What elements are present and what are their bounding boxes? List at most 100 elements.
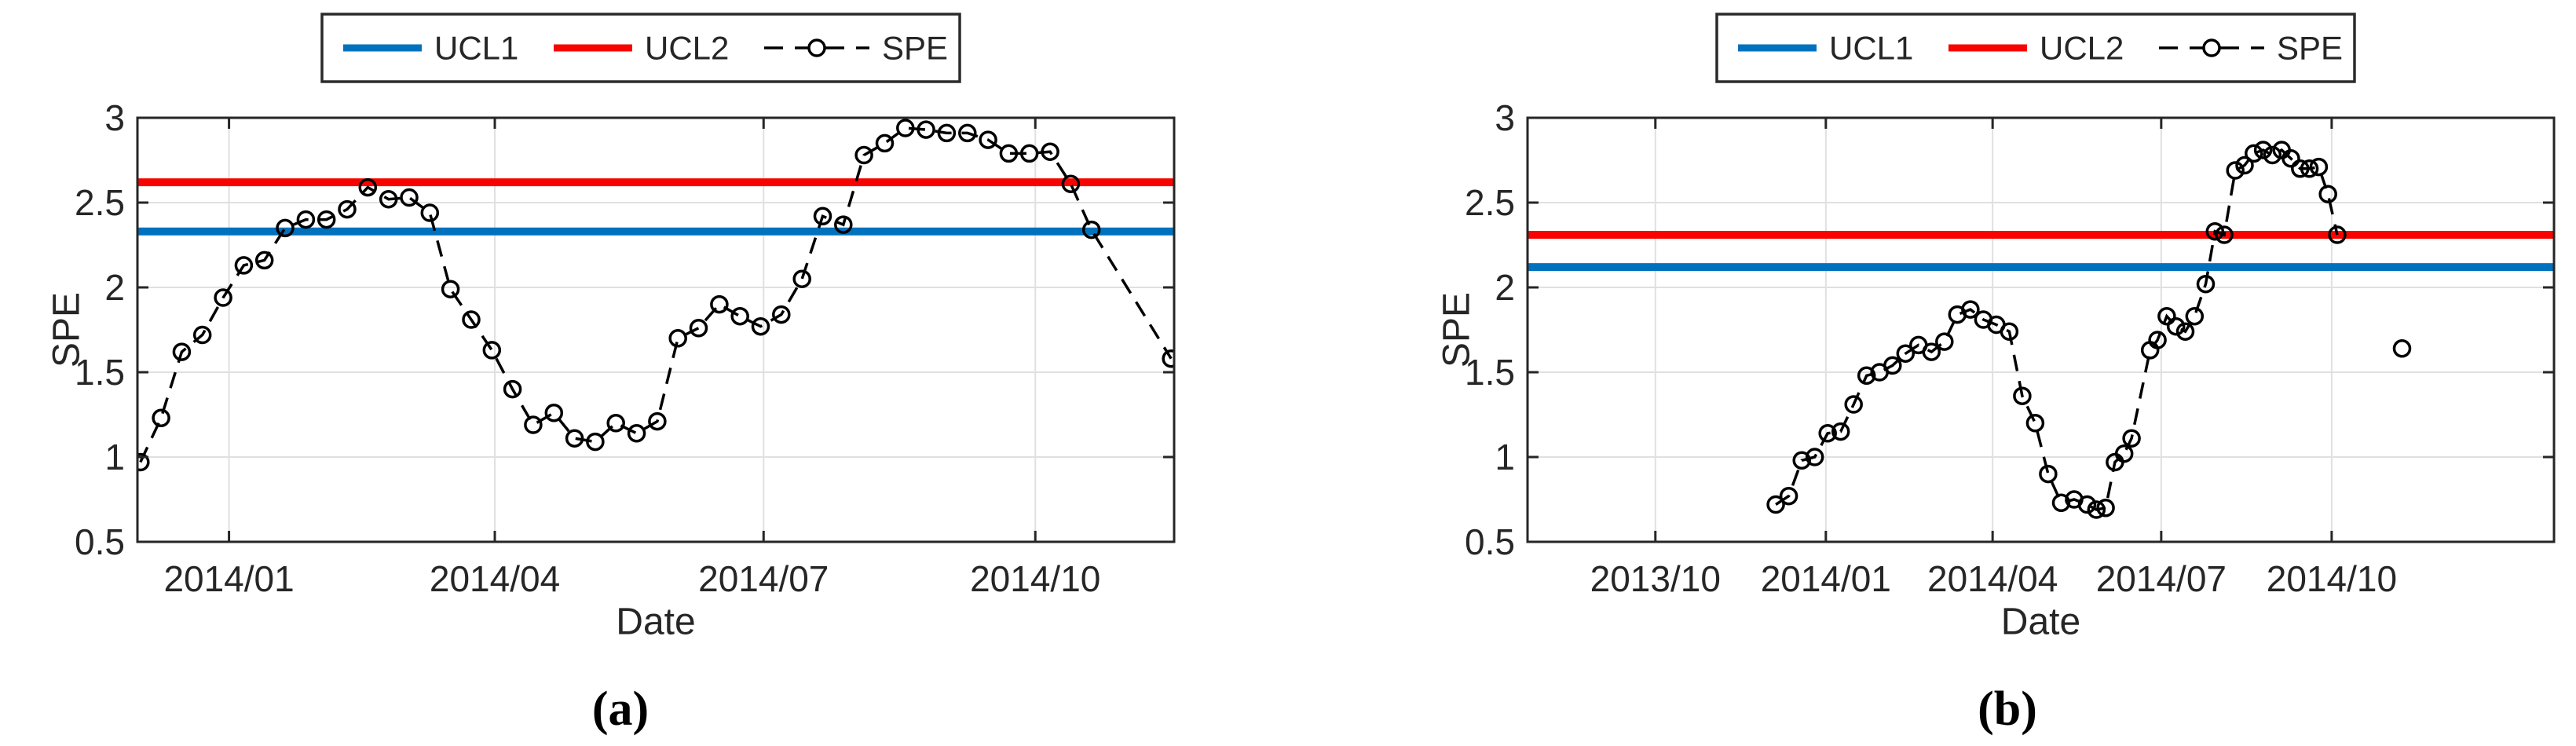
- legend-box: [320, 13, 961, 83]
- spe-marker: [358, 177, 378, 197]
- spe-marker: [137, 452, 150, 472]
- spe-marker: [937, 123, 957, 143]
- y-tick-label: 2: [1495, 267, 1515, 308]
- spe-marker: [524, 415, 543, 434]
- y-tick-label: 1: [104, 437, 125, 477]
- spe-marker: [772, 305, 791, 324]
- spe-marker: [296, 210, 316, 229]
- spe-marker: [979, 130, 997, 149]
- spe-marker: [2205, 221, 2225, 241]
- spe-marker: [2185, 306, 2205, 326]
- spe-marker: [1061, 174, 1081, 193]
- spe-marker: [565, 429, 584, 448]
- y-tick-label: 2.5: [75, 182, 125, 223]
- spe-marker: [420, 203, 440, 222]
- spe-marker: [1779, 486, 1798, 506]
- spe-marker: [338, 199, 357, 219]
- spe-marker: [2148, 331, 2167, 349]
- x-tick-label: 2014/01: [1761, 558, 1891, 599]
- y-tick-label: 3: [104, 97, 125, 138]
- spe-marker: [2051, 493, 2071, 513]
- spe-marker: [1935, 332, 1954, 351]
- spe-marker: [813, 207, 832, 226]
- spe-marker: [1081, 220, 1101, 240]
- spe-marker: [462, 310, 481, 329]
- spe-marker: [2039, 464, 2058, 484]
- legend-label-ucl1: UCL1: [1829, 30, 1913, 67]
- plot-border: [136, 116, 1176, 543]
- x-tick-label: 2014/07: [2096, 558, 2227, 599]
- y-tick-label: 0.5: [75, 521, 125, 562]
- spe-marker: [379, 189, 398, 209]
- spe-marker: [2392, 339, 2412, 358]
- spe-marker: [1162, 349, 1174, 368]
- spe-marker: [317, 210, 336, 229]
- plot-border: [1526, 116, 2556, 543]
- spe-marker: [586, 432, 605, 452]
- spe-marker: [958, 123, 977, 143]
- plot-data-area: [137, 119, 1174, 472]
- spe-marker: [1922, 342, 1941, 361]
- legend-sample-marker: [2202, 38, 2221, 57]
- spe-marker: [2215, 225, 2234, 244]
- spe-marker: [2122, 429, 2141, 448]
- spe-marker: [2000, 322, 2019, 341]
- spe-marker: [999, 144, 1019, 163]
- spe-marker: [1883, 356, 1902, 375]
- spe-marker: [2300, 159, 2319, 178]
- x-tick-label: 2014/01: [163, 558, 294, 599]
- x-tick-label: 2014/04: [1927, 558, 2058, 599]
- spe-marker: [606, 414, 625, 433]
- spe-marker: [2291, 159, 2310, 178]
- spe-marker: [276, 218, 295, 238]
- spe-marker: [2175, 322, 2195, 341]
- x-tick-label: 2014/04: [430, 558, 560, 599]
- panel-caption-b: (b): [1978, 682, 2037, 736]
- spe-marker: [172, 342, 192, 361]
- spe-marker: [2077, 495, 2097, 514]
- spe-marker: [2245, 144, 2263, 163]
- spe-marker: [234, 256, 254, 275]
- spe-marker: [648, 411, 667, 431]
- spe-marker: [2114, 444, 2134, 463]
- x-axis-label: Date: [616, 602, 695, 643]
- spe-marker: [1818, 424, 1837, 443]
- spe-marker: [2166, 316, 2186, 336]
- spe-marker: [668, 329, 687, 348]
- legend-label-spe: SPE: [2277, 30, 2343, 67]
- spe-marker: [710, 294, 729, 314]
- spe-marker: [2013, 386, 2032, 405]
- legend-label-ucl1: UCL1: [434, 30, 518, 67]
- spe-marker: [1805, 448, 1824, 466]
- spe-marker: [1857, 366, 1876, 386]
- spe-marker: [152, 408, 170, 428]
- y-axis-label: SPE: [1436, 292, 1478, 368]
- x-tick-label: 2014/10: [2267, 558, 2397, 599]
- spe-series-line: [139, 126, 1173, 463]
- spe-marker: [254, 250, 274, 270]
- spe-marker: [2025, 414, 2045, 433]
- spe-series-line: [1775, 148, 2339, 511]
- spe-marker: [2196, 274, 2216, 294]
- spe-marker: [1844, 395, 1863, 414]
- spe-marker: [544, 404, 564, 422]
- spe-marker: [214, 288, 232, 307]
- spe-marker: [400, 188, 419, 207]
- spe-marker: [875, 133, 895, 153]
- x-tick-label: 2013/10: [1590, 558, 1721, 599]
- y-tick-label: 2.5: [1465, 182, 1515, 223]
- spe-marker: [627, 424, 646, 443]
- x-tick-label: 2014/07: [698, 558, 829, 599]
- spe-marker: [854, 145, 873, 165]
- spe-marker: [503, 379, 522, 399]
- spe-marker: [751, 316, 770, 336]
- legend-sample-marker: [807, 38, 826, 57]
- spe-marker: [192, 325, 212, 345]
- spe-marker: [482, 341, 502, 360]
- spe-marker: [2226, 161, 2245, 180]
- spe-marker: [2263, 145, 2282, 165]
- y-tick-label: 1: [1495, 437, 1515, 477]
- spe-marker: [1896, 344, 1916, 363]
- y-tick-label: 1.5: [75, 352, 125, 393]
